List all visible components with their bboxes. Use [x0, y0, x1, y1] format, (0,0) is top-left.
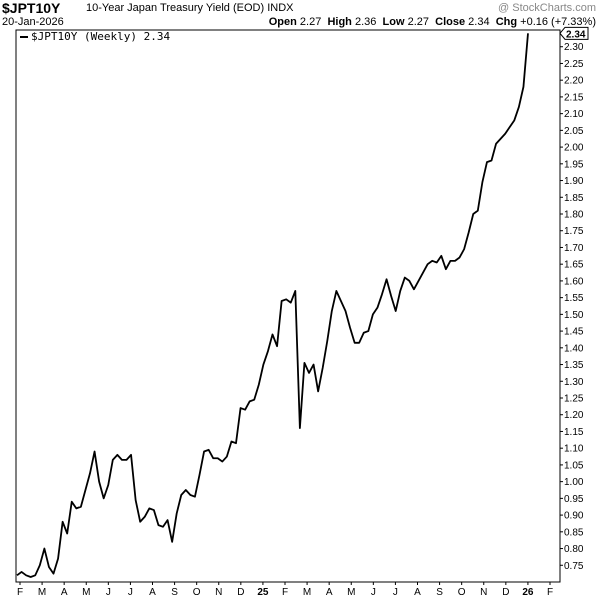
x-tick-label: A	[414, 587, 421, 598]
y-axis: 0.75 0.80 0.85 0.90 0.95 1.00 1.05 1.10 1.15 1.20…	[560, 42, 584, 572]
x-tick-label: O	[458, 587, 466, 598]
x-tick-label: F	[282, 587, 288, 598]
x-tick-label: J	[393, 587, 398, 598]
last-value-label: 2.34	[566, 29, 586, 40]
open-value: 2.27	[299, 16, 322, 28]
open-label: Open	[268, 16, 297, 28]
series-group	[16, 33, 529, 578]
y-tick-label: 1.80	[564, 210, 584, 221]
y-tick-label: 1.60	[564, 276, 584, 287]
x-tick-label: J	[128, 587, 133, 598]
x-tick-label: O	[193, 587, 201, 598]
y-tick-label: 1.95	[564, 159, 584, 170]
y-tick-label: 1.65	[564, 260, 584, 271]
chart-legend: $JPT10Y (Weekly) 2.34	[20, 30, 170, 43]
x-tick-label: D	[502, 587, 509, 598]
y-tick-label: 0.85	[564, 527, 584, 538]
last-value-marker: 2.34	[559, 26, 589, 40]
last-value-box	[559, 26, 589, 40]
x-axis: F M A M J J A S O N D 25 F M A M J J A S O N D 26 F	[17, 582, 553, 598]
x-tick-label: S	[436, 587, 443, 598]
y-tick-label: 0.95	[564, 494, 584, 505]
x-tick-label: F	[547, 587, 553, 598]
y-tick-label: 1.10	[564, 444, 584, 455]
y-tick-label: 1.30	[564, 377, 584, 388]
y-tick-label: 1.05	[564, 460, 584, 471]
y-tick-label: 0.75	[564, 561, 584, 572]
high-label: High	[327, 16, 352, 28]
ticker-symbol: $JPT10Y	[2, 0, 61, 16]
x-tick-label: M	[38, 587, 46, 598]
y-tick-label: 1.20	[564, 410, 584, 421]
y-tick-label: 1.75	[564, 226, 584, 237]
y-tick-label: 1.15	[564, 427, 584, 438]
y-tick-label: 2.20	[564, 76, 584, 87]
y-tick-label: 1.55	[564, 293, 584, 304]
y-tick-label: 2.30	[564, 42, 584, 53]
exchange-label: INDX	[267, 2, 294, 14]
x-tick-label: 25	[257, 587, 269, 598]
close-label: Close	[435, 16, 466, 28]
close-value: 2.34	[468, 16, 490, 28]
x-tick-label: J	[371, 587, 376, 598]
x-tick-label: M	[303, 587, 311, 598]
x-tick-label: A	[149, 587, 156, 598]
y-tick-label: 1.85	[564, 193, 584, 204]
ohlc-summary: Open 2.27 High 2.36 Low 2.27 Close 2.34 …	[269, 16, 596, 28]
chg-value: +0.16 (+7.33%)	[520, 16, 596, 28]
x-tick-label: M	[82, 587, 90, 598]
x-tick-label: D	[237, 587, 244, 598]
y-tick-label: 0.80	[564, 544, 584, 555]
y-tick-label: 1.35	[564, 360, 584, 371]
x-tick-label: S	[171, 587, 178, 598]
y-tick-label: 0.90	[564, 511, 584, 522]
y-tick-label: 2.00	[564, 143, 584, 154]
chg-label: Chg	[495, 16, 518, 28]
series-line	[16, 33, 529, 578]
x-tick-label: M	[347, 587, 355, 598]
y-tick-label: 1.40	[564, 343, 584, 354]
y-tick-label: 2.10	[564, 109, 584, 120]
y-tick-label: 1.45	[564, 327, 584, 338]
x-tick-label: A	[61, 587, 68, 598]
y-tick-label: 2.15	[564, 92, 584, 103]
x-tick-label: J	[106, 587, 111, 598]
legend-line-swatch	[20, 36, 28, 38]
high-value: 2.36	[354, 16, 377, 28]
y-tick-label: 1.90	[564, 176, 584, 187]
x-tick-label: N	[215, 587, 222, 598]
low-value: 2.27	[407, 16, 429, 28]
chart-header: $JPT10Y 10-Year Japan Treasury Yield (EO…	[0, 0, 600, 30]
y-tick-label: 1.50	[564, 310, 584, 321]
description-text: 10-Year Japan Treasury Yield (EOD)	[86, 2, 265, 14]
y-tick-label: 2.05	[564, 126, 584, 137]
y-tick-label: 1.70	[564, 243, 584, 254]
x-tick-label: A	[326, 587, 333, 598]
y-tick-label: 2.25	[564, 59, 584, 70]
x-tick-label: 26	[522, 587, 534, 598]
plot-frame	[15, 29, 561, 583]
y-tick-label: 1.25	[564, 394, 584, 405]
ticker-description: 10-Year Japan Treasury Yield (EOD) INDX	[86, 2, 293, 14]
watermark: @ StockCharts.com	[498, 2, 596, 14]
x-tick-label: F	[17, 587, 23, 598]
low-label: Low	[382, 16, 405, 28]
quote-date: 20-Jan-2026	[2, 16, 64, 28]
legend-label: $JPT10Y (Weekly) 2.34	[31, 30, 171, 43]
y-tick-label: 1.00	[564, 477, 584, 488]
x-tick-label: N	[480, 587, 487, 598]
